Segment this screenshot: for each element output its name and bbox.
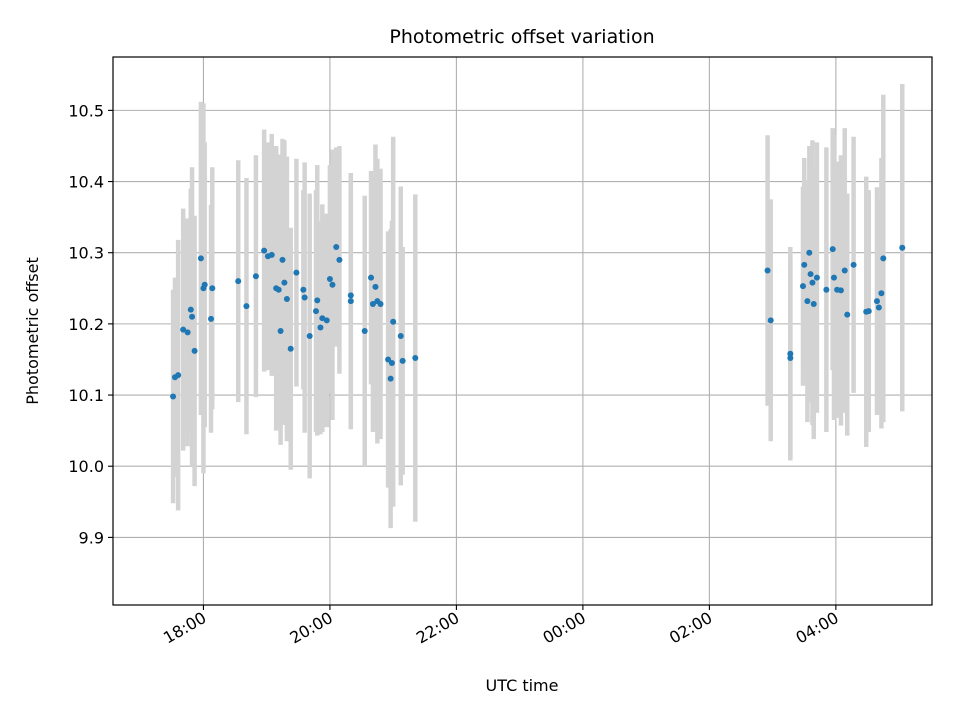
data-point (301, 294, 308, 301)
data-point (865, 308, 872, 315)
data-point (347, 292, 354, 299)
data-point (313, 308, 320, 315)
data-point (279, 256, 286, 263)
data-point (201, 281, 208, 288)
y-tick-label: 10.0 (68, 457, 104, 476)
data-point (287, 345, 294, 352)
chart-title: Photometric offset variation (389, 26, 654, 48)
data-point (243, 303, 250, 310)
data-point (829, 246, 836, 253)
data-point (208, 315, 215, 322)
data-point (799, 283, 806, 290)
y-tick-label: 10.5 (68, 101, 104, 120)
data-point (326, 276, 333, 283)
data-point (399, 357, 406, 364)
y-axis: 9.9 10.0 10.1 10.2 10.3 10.4 10.5 (68, 101, 113, 547)
data-point (277, 328, 284, 334)
data-point (388, 360, 395, 367)
data-point (397, 332, 404, 339)
data-point (275, 286, 282, 293)
data-point (830, 274, 837, 281)
data-point (844, 311, 851, 318)
data-point (369, 300, 376, 307)
data-point (813, 274, 820, 281)
data-point (899, 244, 906, 251)
x-axis-title: UTC time (486, 676, 559, 695)
data-point (323, 317, 330, 324)
data-point (787, 350, 794, 357)
data-point (361, 328, 368, 334)
data-point (390, 318, 397, 325)
y-tick-label: 10.3 (68, 244, 104, 263)
data-point (293, 269, 300, 276)
data-point (810, 300, 817, 307)
data-point (180, 326, 187, 333)
data-point (387, 375, 394, 382)
data-point (878, 290, 885, 297)
data-point (875, 304, 882, 311)
data-point (317, 324, 324, 331)
data-point (764, 267, 771, 274)
data-point (306, 332, 313, 339)
data-point (880, 255, 887, 262)
data-point (837, 287, 844, 294)
data-point (412, 355, 419, 362)
data-point (804, 298, 811, 305)
data-point (333, 244, 340, 251)
y-tick-label: 10.4 (68, 173, 104, 192)
y-tick-label: 10.1 (68, 386, 104, 405)
data-point (806, 249, 813, 256)
data-point (184, 329, 191, 336)
data-point (268, 251, 275, 258)
data-point (801, 261, 808, 268)
data-point (787, 355, 794, 362)
data-point (191, 347, 198, 354)
data-point (336, 256, 343, 263)
y-tick-label: 10.2 (68, 315, 104, 334)
data-point (823, 286, 830, 293)
data-point (368, 274, 375, 281)
data-point (807, 271, 814, 278)
data-point (385, 356, 392, 363)
data-point (329, 281, 336, 288)
data-point (175, 372, 182, 379)
data-point (300, 286, 307, 293)
data-point (170, 393, 177, 400)
data-point (281, 279, 288, 286)
data-point (252, 273, 259, 280)
data-point (767, 317, 774, 324)
data-point (283, 295, 290, 302)
y-tick-label: 9.9 (79, 528, 104, 547)
data-point (314, 297, 321, 304)
data-point (841, 267, 848, 274)
data-point (189, 313, 196, 320)
y-axis-title: Photometric offset (23, 257, 42, 405)
data-point (809, 279, 816, 286)
data-point (197, 255, 204, 262)
data-point (261, 247, 268, 254)
data-point (372, 283, 379, 290)
data-point (235, 278, 242, 285)
data-point (187, 306, 194, 313)
data-points (170, 244, 906, 400)
data-point (377, 300, 384, 307)
data-point (873, 298, 880, 305)
data-point (347, 298, 354, 305)
data-point (850, 261, 857, 268)
data-point (209, 285, 216, 292)
plot-frame (112, 56, 933, 606)
